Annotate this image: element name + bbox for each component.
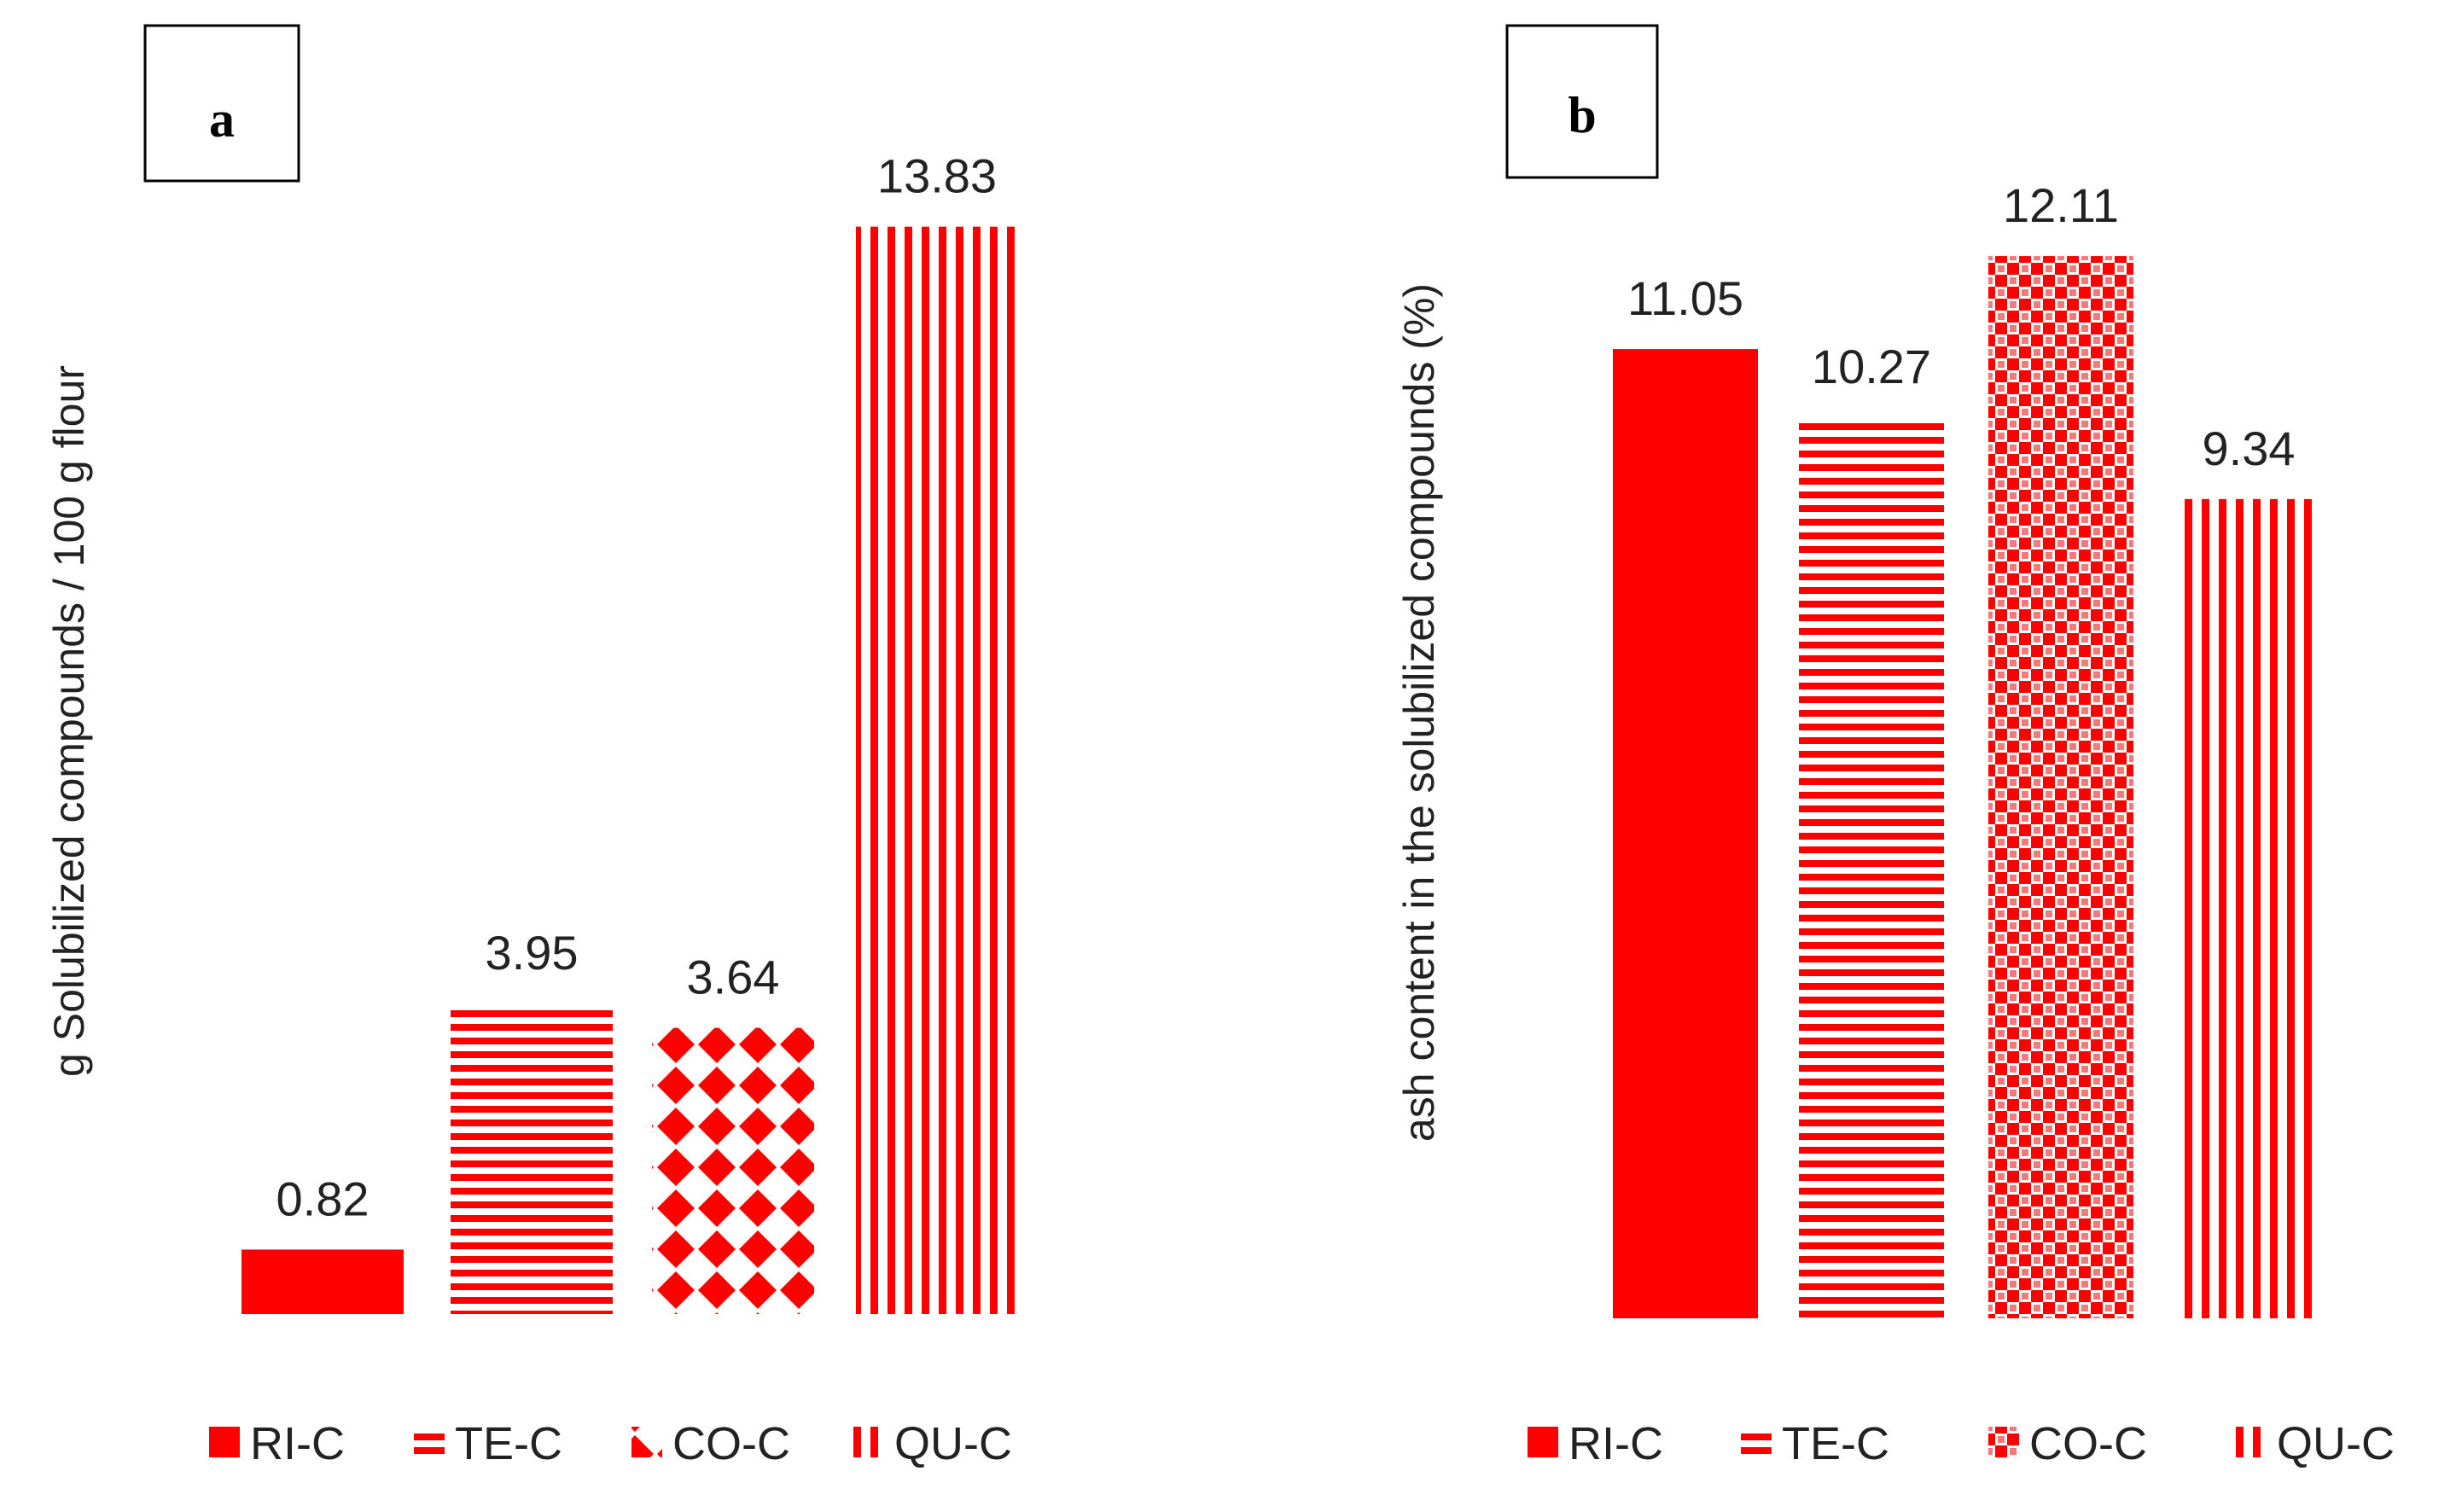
panel-a-legend-swatch-co-c: [631, 1427, 662, 1457]
panel-a-legend-label-co-c: CO-C: [672, 1418, 790, 1469]
panel-a-legend-swatch-te-c: [414, 1427, 445, 1457]
panel-b: b ash content in the solubilized compoun…: [1395, 24, 2395, 1469]
panel-b-legend-label-ri-c: RI-C: [1568, 1418, 1663, 1469]
panel-b-data-label-te-c: 10.27: [1812, 340, 1931, 393]
panel-a-data-label-qu-c: 13.83: [877, 149, 997, 203]
panel-b-bar-co-c: [1988, 256, 2133, 1318]
panel-b-label: b: [1568, 87, 1596, 143]
panel-a-legend-swatch-qu-c: [853, 1427, 884, 1457]
panel-b-legend: RI-C TE-C CO-C QU-C: [1528, 1418, 2395, 1469]
panel-b-legend-swatch-qu-c: [2236, 1427, 2267, 1457]
panel-a: a g Solubilized compounds / 100 g flour …: [45, 24, 1018, 1469]
panel-b-data-label-qu-c: 9.34: [2203, 422, 2296, 475]
panel-a-legend-label-qu-c: QU-C: [894, 1418, 1012, 1469]
panel-b-legend-swatch-co-c: [1988, 1427, 2019, 1457]
panel-a-bar-te-c: [451, 1003, 613, 1314]
panel-a-y-axis-label: g Solubilized compounds / 100 g flour: [45, 365, 93, 1077]
panel-a-legend-label-ri-c: RI-C: [250, 1418, 345, 1469]
panel-a-data-label-te-c: 3.95: [486, 926, 579, 980]
panel-b-legend-label-co-c: CO-C: [2029, 1418, 2147, 1469]
panel-b-data-label-co-c: 12.11: [2003, 178, 2119, 232]
panel-b-bar-te-c: [1799, 417, 1944, 1318]
panel-b-bar-qu-c: [2176, 498, 2321, 1318]
panel-b-legend-label-te-c: TE-C: [1782, 1418, 1889, 1469]
panel-a-legend-label-te-c: TE-C: [455, 1418, 562, 1469]
panel-a-label-box: [143, 24, 300, 183]
panel-a-data-label-ri-c: 0.82: [276, 1172, 370, 1225]
panel-b-label-box: [1505, 24, 1659, 179]
panel-a-label: a: [209, 91, 235, 148]
panel-b-y-axis-label: ash content in the solubilized compounds…: [1395, 283, 1443, 1142]
panel-a-legend: RI-C TE-C CO-C QU-C: [209, 1418, 1012, 1469]
panel-a-bar-ri-c: [242, 1249, 404, 1314]
panel-b-legend-swatch-te-c: [1741, 1427, 1772, 1457]
panel-a-legend-swatch-ri-c: [209, 1427, 240, 1457]
panel-b-bar-ri-c: [1613, 349, 1758, 1318]
panel-b-data-label-ri-c: 11.05: [1627, 271, 1743, 325]
panel-a-bar-qu-c: [856, 226, 1018, 1314]
panel-b-legend-swatch-ri-c: [1528, 1427, 1558, 1457]
panel-a-bar-co-c: [652, 1027, 814, 1314]
panel-b-legend-label-qu-c: QU-C: [2277, 1418, 2395, 1469]
panel-b-bars: 11.05 10.27 12.11 9.34: [1613, 178, 2321, 1318]
panel-a-data-label-co-c: 3.64: [687, 951, 780, 1004]
panel-a-bars: 0.82 3.95 3.64 13.83: [242, 149, 1018, 1314]
